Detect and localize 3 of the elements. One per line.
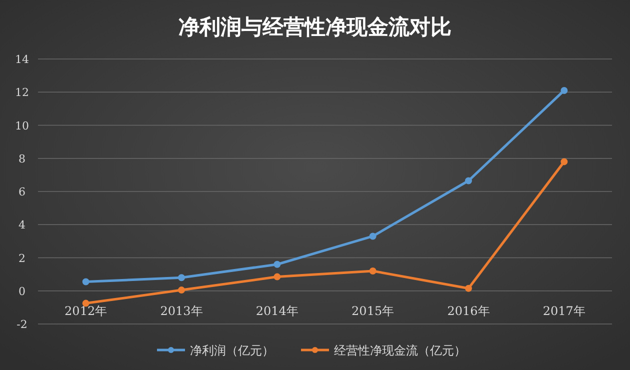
title: 净利润与经营性净现金流对比 [178,15,452,39]
legend-label: 经营性净现金流（亿元） [334,344,466,358]
legend-label: 净利润（亿元） [190,344,274,358]
